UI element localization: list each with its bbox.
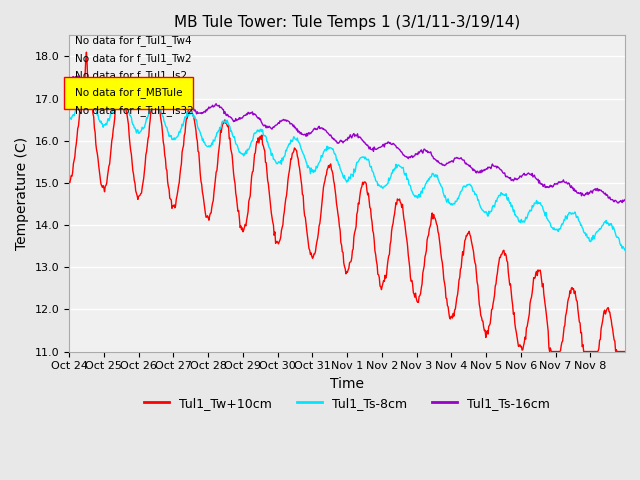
- Y-axis label: Temperature (C): Temperature (C): [15, 137, 29, 250]
- Title: MB Tule Tower: Tule Temps 1 (3/1/11-3/19/14): MB Tule Tower: Tule Temps 1 (3/1/11-3/19…: [174, 15, 520, 30]
- X-axis label: Time: Time: [330, 377, 364, 391]
- Text: No data for f_Tul1_ls2: No data for f_Tul1_ls2: [75, 70, 187, 81]
- Text: No data for f_Tul1_ls32: No data for f_Tul1_ls32: [75, 105, 193, 116]
- Text: No data for f_MBTule: No data for f_MBTule: [75, 87, 182, 98]
- Legend: Tul1_Tw+10cm, Tul1_Ts-8cm, Tul1_Ts-16cm: Tul1_Tw+10cm, Tul1_Ts-8cm, Tul1_Ts-16cm: [139, 392, 555, 415]
- Text: No data for f_Tul1_Tw2: No data for f_Tul1_Tw2: [75, 53, 191, 63]
- Text: No data for f_Tul1_Tw4: No data for f_Tul1_Tw4: [75, 35, 191, 46]
